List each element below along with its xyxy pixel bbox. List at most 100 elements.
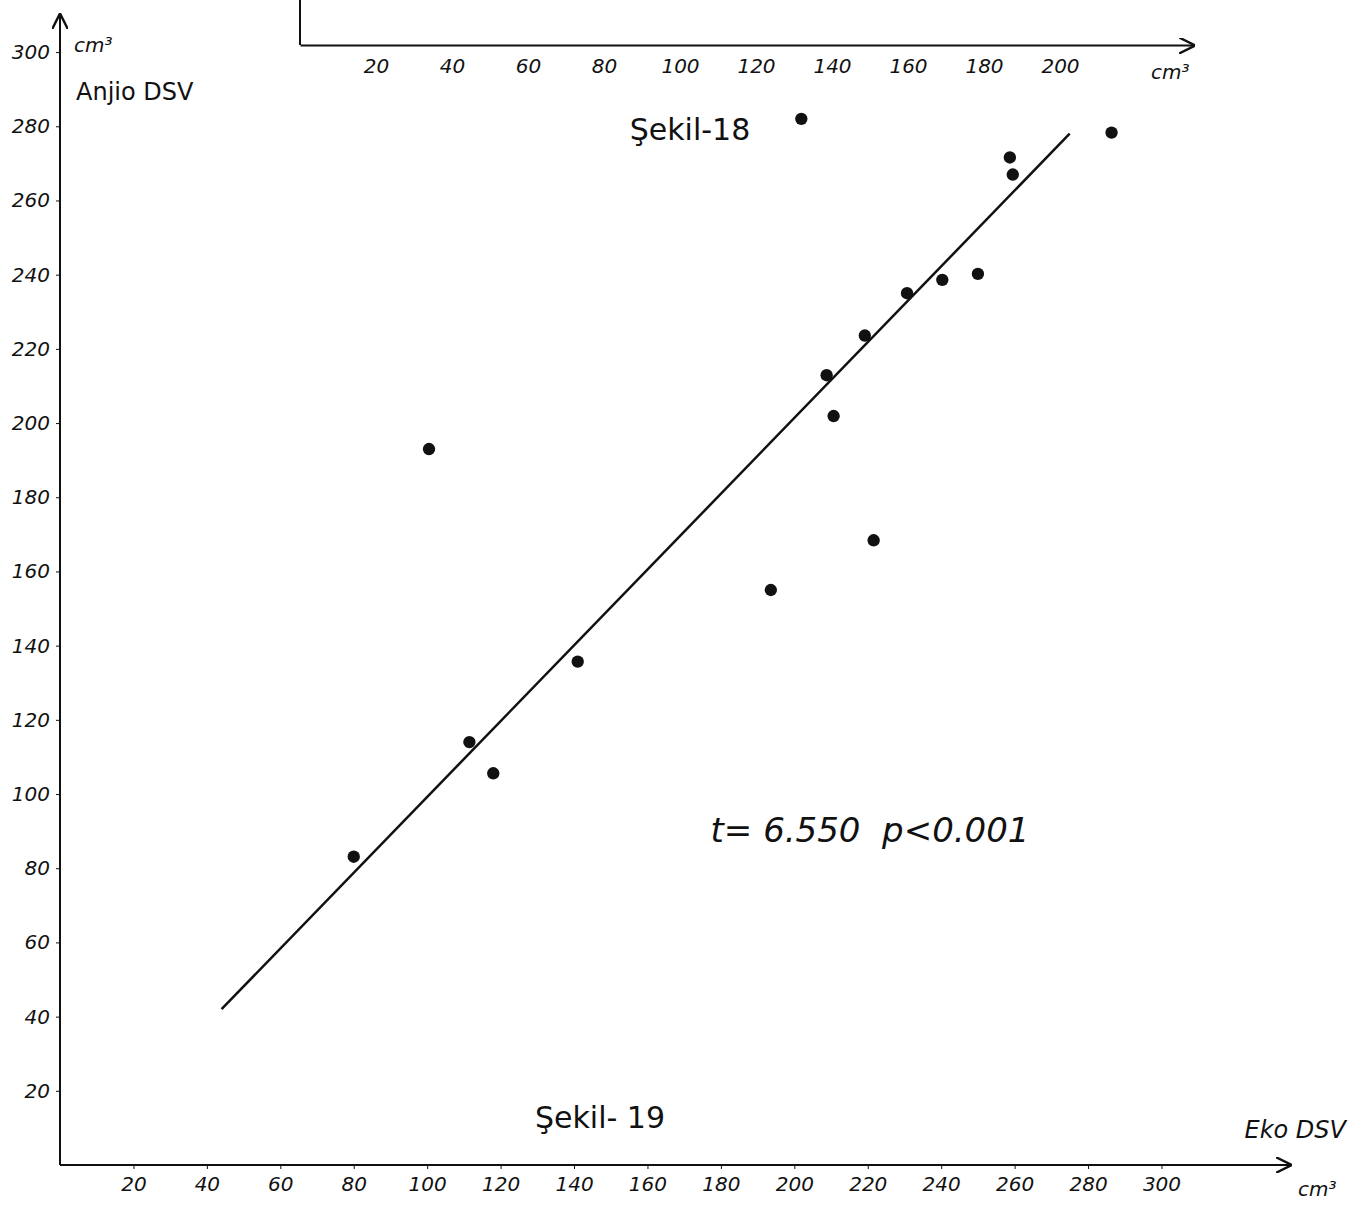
- tick: 20: [121, 1165, 146, 1196]
- data-point: [423, 443, 435, 455]
- tick: 120: [482, 1165, 520, 1196]
- tick-label: 240: [923, 1172, 961, 1196]
- tick-mark: [133, 1165, 134, 1169]
- tick: 280: [12, 114, 60, 138]
- tick-label: 300: [1143, 1172, 1181, 1196]
- tick-label: 120: [737, 54, 775, 78]
- tick-label: 200: [1041, 54, 1079, 78]
- data-point: [1007, 168, 1019, 180]
- tick-label: 100: [409, 1172, 447, 1196]
- tick: 140: [12, 634, 60, 658]
- tick: 40: [440, 45, 465, 78]
- tick-mark: [56, 794, 60, 795]
- data-point: [795, 113, 807, 125]
- tick-mark: [56, 942, 60, 943]
- tick-label: 200: [776, 1172, 814, 1196]
- data-point: [936, 274, 948, 286]
- tick: 100: [661, 45, 699, 78]
- tick-label: 140: [813, 54, 851, 78]
- y-axis: 2040608010012014016018020022024026028030…: [12, 15, 60, 1165]
- tick-mark: [56, 720, 60, 721]
- tick-label: 20: [121, 1172, 146, 1196]
- tick-mark: [280, 1165, 281, 1169]
- tick-label: 80: [342, 1172, 367, 1196]
- tick-mark: [207, 1165, 208, 1169]
- tick: 60: [25, 930, 60, 954]
- tick: 120: [12, 708, 60, 732]
- x-axis-title: Eko DSV: [1244, 1116, 1347, 1144]
- tick: 120: [737, 45, 775, 78]
- axis-line: [301, 45, 1194, 47]
- data-point: [348, 851, 360, 863]
- tick: 240: [923, 1165, 961, 1196]
- tick-label: 120: [482, 1172, 520, 1196]
- tick: 160: [889, 45, 927, 78]
- tick-mark: [868, 1165, 869, 1169]
- tick-label: 80: [592, 54, 617, 78]
- tick: 160: [12, 559, 60, 583]
- tick-label: 80: [25, 856, 50, 880]
- tick-mark: [56, 275, 60, 276]
- tick-mark: [56, 52, 60, 53]
- tick-mark: [56, 126, 60, 127]
- tick-mark: [794, 1165, 795, 1169]
- tick: 180: [702, 1165, 740, 1196]
- tick: 100: [409, 1165, 447, 1196]
- tick-label: 280: [12, 114, 50, 138]
- tick-label: 20: [364, 54, 389, 78]
- data-point: [765, 584, 777, 596]
- tick-mark: [647, 1165, 648, 1169]
- tick-mark: [56, 868, 60, 869]
- tick-mark: [501, 1165, 502, 1169]
- tick-mark: [427, 1165, 428, 1169]
- tick: 220: [849, 1165, 887, 1196]
- tick-mark: [1088, 1165, 1089, 1169]
- tick: 20: [364, 45, 389, 78]
- tick-label: 240: [12, 263, 50, 287]
- data-point: [867, 534, 879, 546]
- tick: 40: [25, 1005, 60, 1029]
- data-point: [972, 268, 984, 280]
- tick: 180: [965, 45, 1003, 78]
- tick-label: 140: [12, 634, 50, 658]
- trend-line: [222, 134, 1070, 1009]
- tick: 60: [268, 1165, 293, 1196]
- tick-label: 40: [195, 1172, 220, 1196]
- tick: 160: [629, 1165, 667, 1196]
- tick: 140: [555, 1165, 593, 1196]
- canvas: 20406080100120140160180200cm³Şekil-18204…: [0, 0, 1360, 1211]
- tick-mark: [56, 646, 60, 647]
- tick: 80: [25, 856, 60, 880]
- tick-label: 60: [516, 54, 541, 78]
- tick: 20: [25, 1079, 60, 1103]
- x-axis: 2040608010012014016018020022024026028030…: [60, 1165, 1290, 1196]
- tick-label: 160: [629, 1172, 667, 1196]
- tick-mark: [574, 1165, 575, 1169]
- tick-label: 160: [12, 559, 50, 583]
- frame-left: [299, 0, 301, 45]
- tick-mark: [1161, 1165, 1162, 1169]
- x-axis: 20 40 60 80 100 120 140 160 180 200: [301, 45, 1194, 78]
- tick-label: 100: [12, 782, 50, 806]
- data-point: [820, 369, 832, 381]
- y-axis-title: Anjio DSV: [76, 78, 194, 106]
- tick-mark: [56, 1091, 60, 1092]
- tick-mark: [721, 1165, 722, 1169]
- tick-label: 180: [965, 54, 1003, 78]
- tick-label: 280: [1069, 1172, 1107, 1196]
- tick-label: 160: [889, 54, 927, 78]
- data-point: [827, 410, 839, 422]
- tick-label: 220: [12, 337, 50, 361]
- tick-label: 60: [25, 930, 50, 954]
- tick-mark: [56, 1017, 60, 1018]
- tick-label: 60: [268, 1172, 293, 1196]
- data-point: [572, 655, 584, 667]
- tick-label: 40: [25, 1005, 50, 1029]
- tick-mark: [56, 497, 60, 498]
- tick-label: 300: [12, 40, 50, 64]
- y-unit: cm³: [74, 33, 113, 57]
- tick: 40: [195, 1165, 220, 1196]
- tick-mark: [941, 1165, 942, 1169]
- tick: 80: [592, 45, 617, 78]
- data-point: [1004, 151, 1016, 163]
